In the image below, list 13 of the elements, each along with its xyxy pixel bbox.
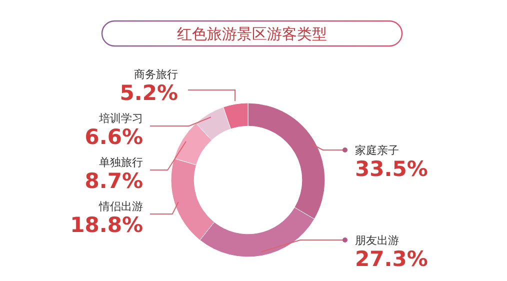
legend-label: 家庭亲子 [355,144,399,157]
data-label: 6.6% [84,125,143,149]
slice-label: 情侣出游 [98,200,143,213]
slice-label: 培训学习 [98,112,143,125]
chart-title: 红色旅游景区游客类型 [177,25,327,43]
data-label: 5.2% [120,81,178,105]
data-label: 33.5% [355,157,428,181]
slice-label: 朋友出游 [355,234,399,247]
slice-label: 商务旅行 [134,68,178,81]
slice-label: 单独旅行 [99,156,143,169]
data-label: 8.7% [84,169,143,193]
data-label: 18.8% [70,213,143,237]
data-label: 27.3% [355,247,428,271]
